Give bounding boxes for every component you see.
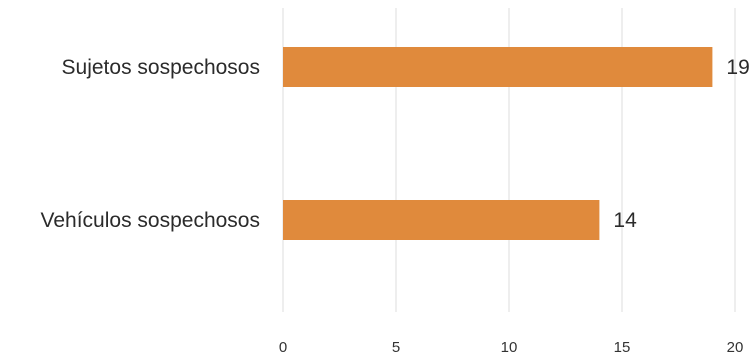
bar-1 [283, 47, 713, 87]
bar-2 [283, 200, 600, 240]
x-tick-label: 20 [727, 339, 744, 356]
data-label: 14 [613, 209, 637, 232]
x-tick-label: 10 [501, 339, 518, 356]
category-label: Vehículos sospechosos [41, 209, 260, 232]
x-tick-label: 15 [614, 339, 631, 356]
labels: 0 5 10 15 20 Sujetos sospechosos 19 Vehículos s… [41, 56, 750, 356]
data-label: 19 [726, 56, 749, 79]
x-tick-label: 0 [279, 339, 287, 356]
bars [283, 47, 713, 240]
category-label: Sujetos sospechosos [62, 56, 260, 79]
x-tick-label: 5 [392, 339, 400, 356]
